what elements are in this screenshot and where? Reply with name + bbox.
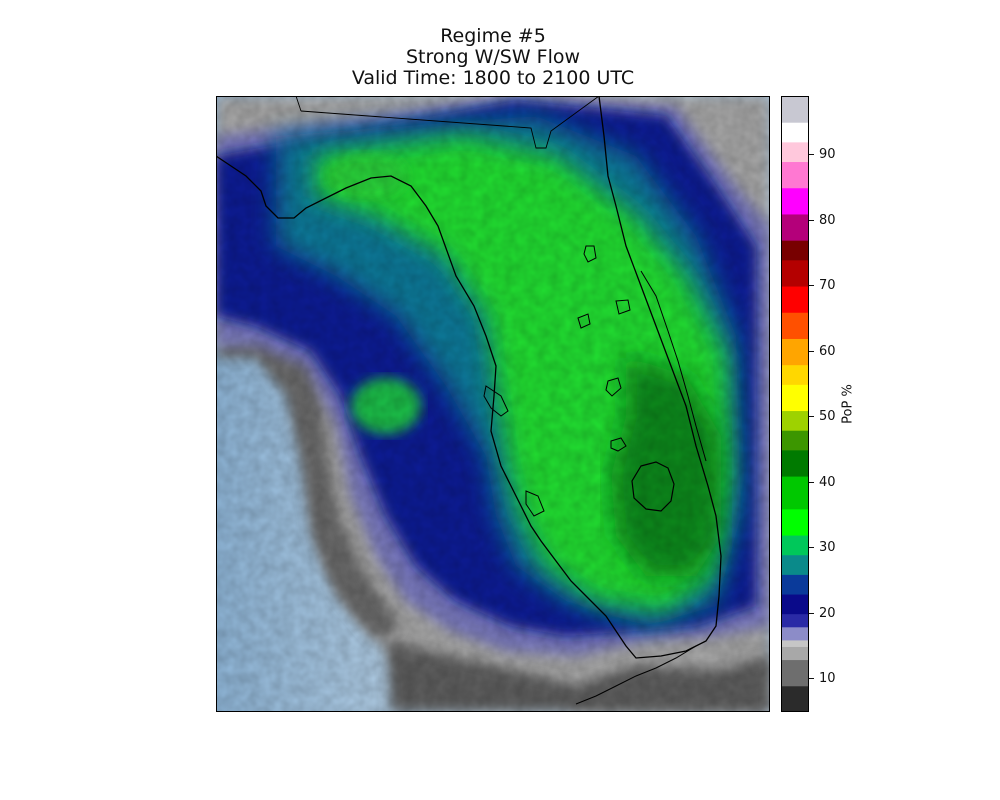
- indian-river-lagoon: [640, 270, 707, 462]
- colorbar-band: [781, 535, 809, 556]
- lake-small-1: [610, 437, 627, 452]
- colorbar-band: [781, 613, 809, 628]
- florida-keys: [575, 645, 697, 705]
- tampa-bay: [483, 385, 509, 417]
- lake-small-2: [605, 377, 622, 397]
- title-regime: Regime #5: [440, 25, 546, 47]
- colorbar-tick: 90: [809, 147, 836, 162]
- lake-small-5: [615, 299, 631, 315]
- colorbar-tick: 10: [809, 671, 836, 686]
- colorbar-tick: 30: [809, 540, 836, 555]
- colorbar-band: [781, 187, 809, 215]
- state-border: [300, 96, 600, 149]
- colorbar-tick-label: 20: [819, 605, 836, 621]
- colorbar-tick-label: 50: [819, 409, 836, 425]
- colorbar-band: [781, 312, 809, 339]
- colorbar-band: [781, 476, 809, 510]
- colorbar-tick-mark: [809, 153, 814, 155]
- florida-coastline: [216, 96, 722, 659]
- colorbar-tick-mark: [809, 350, 814, 352]
- colorbar-tick: 50: [809, 409, 836, 424]
- colorbar-band: [781, 508, 809, 536]
- colorbar-tick-label: 30: [819, 540, 836, 556]
- colorbar-tick-label: 10: [819, 671, 836, 687]
- colorbar-bands: [781, 96, 809, 712]
- colorbar-tick-mark: [809, 481, 814, 483]
- colorbar-tick: 60: [809, 344, 836, 359]
- colorbar-tick-label: 40: [819, 474, 836, 490]
- colorbar-tick-label: 90: [819, 146, 836, 162]
- colorbar-band: [781, 338, 809, 366]
- colorbar-tick-label: 70: [819, 278, 836, 294]
- colorbar-band: [781, 286, 809, 313]
- colorbar-tick: 40: [809, 475, 836, 490]
- colorbar-tick: 20: [809, 606, 836, 621]
- lake-okeechobee: [631, 461, 675, 512]
- colorbar-tick-mark: [809, 219, 814, 221]
- colorbar-band: [781, 161, 809, 189]
- colorbar-band: [781, 141, 809, 163]
- colorbar-band: [781, 410, 809, 431]
- title-flow: Strong W/SW Flow: [405, 46, 581, 68]
- colorbar-band: [781, 364, 809, 385]
- colorbar-tick-mark: [809, 547, 814, 549]
- colorbar-tick-mark: [809, 416, 814, 418]
- colorbar-tick-mark: [809, 612, 814, 614]
- pop-map: [216, 96, 770, 712]
- colorbar-band: [781, 685, 809, 712]
- colorbar-tick-label: 60: [819, 343, 836, 359]
- colorbar: [781, 96, 809, 712]
- state-border-west: [295, 96, 302, 112]
- colorbar-band: [781, 240, 809, 261]
- colorbar-band: [781, 639, 809, 647]
- colorbar-band: [781, 96, 809, 123]
- colorbar-tick: 70: [809, 278, 836, 293]
- colorbar-band: [781, 554, 809, 575]
- colorbar-band: [781, 659, 809, 687]
- lake-small-4: [583, 245, 597, 263]
- colorbar-band: [781, 122, 809, 143]
- colorbar-tick: 80: [809, 213, 836, 228]
- colorbar-tick-mark: [809, 285, 814, 287]
- charlotte-harbor: [525, 490, 545, 517]
- colorbar-label: PoP %: [840, 384, 856, 424]
- lake-small-3: [577, 313, 591, 329]
- colorbar-band: [781, 646, 809, 661]
- colorbar-band: [781, 594, 809, 615]
- colorbar-band: [781, 259, 809, 287]
- map-canvas: [216, 96, 770, 712]
- colorbar-band: [781, 449, 809, 477]
- colorbar-band: [781, 430, 809, 451]
- colorbar-band: [781, 213, 809, 241]
- map-title: Regime #5 Strong W/SW Flow Valid Time: 1…: [216, 26, 770, 89]
- colorbar-tick-label: 80: [819, 212, 836, 228]
- title-valid-time: Valid Time: 1800 to 2100 UTC: [351, 67, 635, 89]
- colorbar-band: [781, 574, 809, 595]
- colorbar-frame: [781, 96, 809, 712]
- colorbar-tick-mark: [809, 678, 814, 680]
- colorbar-band: [781, 626, 809, 641]
- colorbar-band: [781, 384, 809, 412]
- map-frame: [216, 96, 770, 712]
